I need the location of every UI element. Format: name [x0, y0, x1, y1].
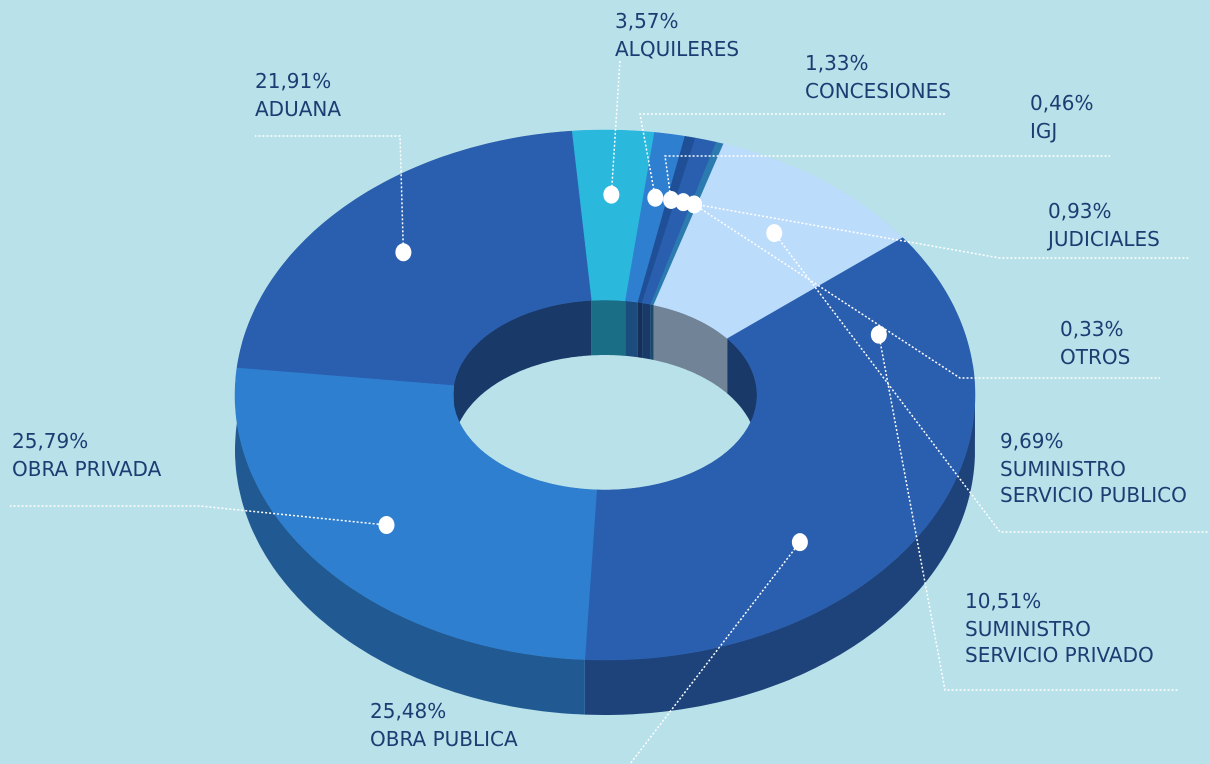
slice-label: OTROS	[1060, 345, 1131, 369]
slice-label: OBRA PUBLICA	[370, 727, 518, 751]
donut-slice	[236, 130, 592, 386]
slice-label: SUMINISTRO SERVICIO PUBLICO	[1000, 457, 1187, 507]
marker-dot	[603, 185, 620, 204]
marker-dot	[395, 243, 412, 262]
inner-wall	[650, 304, 654, 360]
marker-dot	[791, 533, 808, 552]
inner-wall	[653, 305, 728, 394]
leader-line	[610, 59, 621, 195]
slice-label: OBRA PRIVADA	[12, 457, 162, 481]
slice-label: 10,51%	[965, 589, 1042, 613]
slice-label: 0,46%	[1030, 91, 1094, 115]
slice-label: ADUANA	[255, 97, 342, 121]
slice-label: 25,48%	[370, 699, 447, 723]
slice-label: 0,33%	[1060, 317, 1124, 341]
slice-label: 25,79%	[12, 429, 89, 453]
slice-label: 0,93%	[1048, 199, 1112, 223]
leader-line	[683, 201, 1190, 259]
slice-label: CONCESIONES	[805, 79, 951, 103]
slice-label: SUMINISTRO SERVICIO PRIVADO	[965, 617, 1154, 667]
marker-dot	[647, 188, 664, 207]
inner-wall	[637, 302, 643, 358]
inner-wall	[591, 300, 626, 356]
leader-line	[629, 541, 801, 764]
leader-line	[255, 135, 405, 253]
leader-line	[878, 334, 1178, 691]
slice-label: ALQUILERES	[615, 37, 740, 61]
outer-wall	[584, 401, 975, 715]
slice-label: 3,57%	[615, 9, 679, 33]
donut-slice	[584, 397, 976, 661]
leader-line	[639, 113, 945, 198]
inner-wall	[625, 300, 638, 358]
marker-dot	[870, 325, 887, 344]
leader-line	[773, 232, 1208, 533]
marker-dot	[378, 516, 395, 535]
slice-label: 9,69%	[1000, 429, 1064, 453]
donut-slice	[234, 367, 597, 660]
marker-dot	[766, 224, 783, 243]
slice-label: 1,33%	[805, 51, 869, 75]
leader-line	[693, 203, 1160, 379]
leader-line	[664, 155, 1110, 201]
outer-wall	[235, 367, 585, 715]
marker-dot	[663, 190, 680, 209]
inner-wall	[453, 300, 592, 441]
slice-label: JUDICIALES	[1048, 227, 1160, 251]
slice-label: IGJ	[1030, 119, 1058, 143]
inner-wall	[642, 302, 651, 360]
slice-label: 21,91%	[255, 69, 332, 93]
inner-wall	[727, 338, 757, 453]
marker-dot	[686, 195, 703, 214]
